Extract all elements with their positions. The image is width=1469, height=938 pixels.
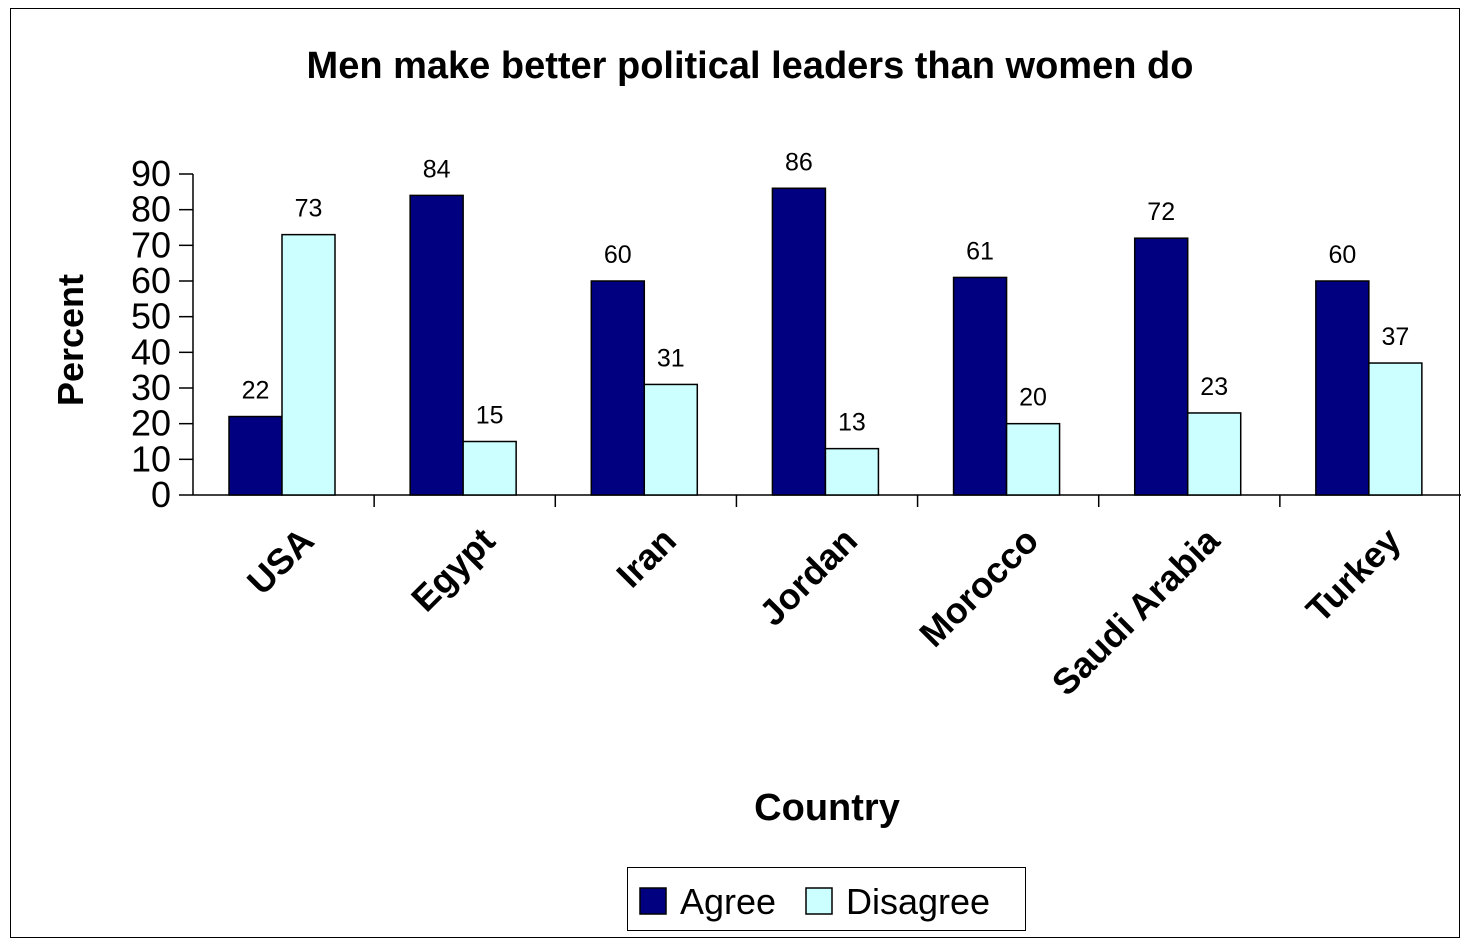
y-tick-label: 80: [131, 189, 171, 230]
y-tick-label: 20: [131, 403, 171, 444]
bar-disagree: [1186, 412, 1242, 496]
data-label: 20: [1019, 384, 1047, 412]
y-tick-label: 10: [131, 438, 171, 479]
data-label: 60: [604, 241, 632, 269]
bar-disagree: [1005, 422, 1061, 496]
bar-agree: [771, 187, 827, 496]
data-label: 22: [242, 377, 270, 405]
y-tick-label: 40: [131, 331, 171, 372]
bar-agree: [409, 194, 464, 496]
legend-swatch-agree: [639, 887, 667, 915]
data-label: 31: [657, 344, 685, 372]
bar-agree: [1133, 237, 1189, 496]
bar-disagree: [643, 383, 699, 496]
data-label: 60: [1328, 241, 1356, 269]
y-tick-label: 0: [151, 474, 171, 515]
data-label: 37: [1381, 323, 1409, 351]
data-label: 86: [785, 148, 813, 176]
data-label: 13: [838, 409, 866, 437]
data-label: 72: [1147, 198, 1175, 226]
legend-swatch-disagree: [805, 887, 833, 915]
x-axis-label: Country: [754, 787, 900, 829]
bar-agree: [952, 276, 1008, 496]
data-label: 23: [1200, 373, 1228, 401]
data-label: 73: [295, 195, 323, 223]
y-tick-label: 30: [131, 367, 171, 408]
bar-disagree: [824, 447, 880, 496]
legend: [627, 867, 1026, 931]
data-label: 84: [423, 155, 451, 183]
y-tick-label: 50: [131, 296, 171, 337]
chart-title: Men make better political leaders than w…: [307, 45, 1194, 87]
data-label: 15: [476, 402, 504, 430]
bar-disagree: [462, 440, 517, 496]
y-tick-label: 60: [131, 260, 171, 301]
legend-label-agree: Agree: [680, 881, 776, 922]
bar-agree: [1315, 280, 1370, 496]
y-tick-label: 70: [131, 224, 171, 265]
bar-disagree: [1368, 362, 1423, 496]
legend-label-disagree: Disagree: [846, 881, 990, 922]
y-axis-label: Percent: [50, 274, 91, 406]
data-label: 61: [966, 237, 994, 265]
bar-disagree: [281, 233, 336, 496]
y-tick-label: 90: [131, 153, 171, 194]
